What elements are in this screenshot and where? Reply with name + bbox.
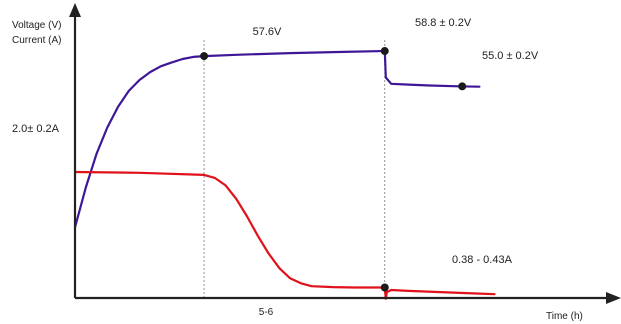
y-axis-label-current: Current (A) bbox=[12, 35, 61, 46]
data-point-marker-2 bbox=[380, 47, 389, 56]
x-tick-label: 5-6 bbox=[259, 307, 274, 318]
data-point-marker-1 bbox=[200, 52, 209, 61]
series-layer bbox=[73, 49, 496, 300]
annotation-end-current: 0.38 - 0.43A bbox=[452, 254, 513, 266]
annotation-initial-current: 2.0± 0.2A bbox=[12, 123, 60, 135]
annotation-float-voltage: 55.0 ± 0.2V bbox=[482, 50, 539, 62]
x-axis-label: Time (h) bbox=[546, 311, 583, 322]
x-axis-arrow bbox=[606, 292, 621, 304]
guide-lines bbox=[203, 40, 386, 298]
y-axis-label-voltage: Voltage (V) bbox=[12, 20, 61, 31]
voltage-curve bbox=[73, 49, 481, 229]
y-axis-arrow bbox=[69, 3, 81, 17]
annotation-peak-voltage: 57.6V bbox=[253, 26, 282, 38]
annotation-max-voltage: 58.8 ± 0.2V bbox=[415, 17, 472, 29]
data-point-marker-3 bbox=[458, 82, 467, 91]
current-curve bbox=[73, 170, 496, 300]
data-point-marker-4 bbox=[380, 283, 389, 292]
marker-layer bbox=[200, 47, 467, 292]
